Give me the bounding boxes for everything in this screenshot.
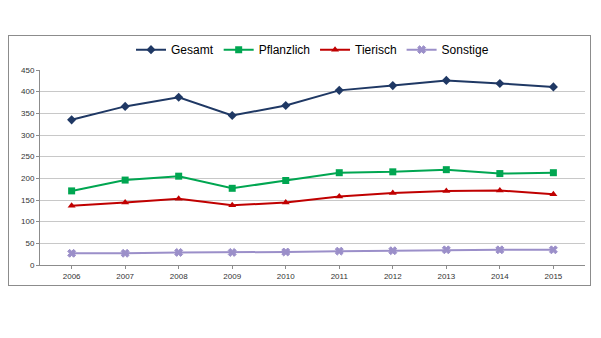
- svg-text:Sonstige: Sonstige: [442, 43, 489, 57]
- svg-text:2013: 2013: [437, 272, 455, 281]
- svg-text:250: 250: [21, 152, 35, 161]
- svg-text:2011: 2011: [331, 272, 349, 281]
- svg-text:2006: 2006: [63, 272, 81, 281]
- svg-text:350: 350: [21, 109, 35, 118]
- svg-text:2010: 2010: [277, 272, 295, 281]
- svg-text:450: 450: [21, 66, 35, 75]
- svg-text:2012: 2012: [384, 272, 402, 281]
- svg-text:2009: 2009: [223, 272, 241, 281]
- svg-text:Pflanzlich: Pflanzlich: [259, 43, 310, 57]
- svg-text:Gesamt: Gesamt: [171, 43, 214, 57]
- svg-text:300: 300: [21, 131, 35, 140]
- svg-text:2007: 2007: [116, 272, 134, 281]
- svg-text:400: 400: [21, 87, 35, 96]
- svg-text:50: 50: [25, 239, 34, 248]
- svg-text:2014: 2014: [491, 272, 509, 281]
- svg-text:100: 100: [21, 217, 35, 226]
- svg-text:2015: 2015: [544, 272, 562, 281]
- svg-text:0: 0: [30, 261, 35, 270]
- svg-text:Tierisch: Tierisch: [355, 43, 397, 57]
- svg-text:150: 150: [21, 196, 35, 205]
- svg-text:200: 200: [21, 174, 35, 183]
- svg-text:2008: 2008: [170, 272, 188, 281]
